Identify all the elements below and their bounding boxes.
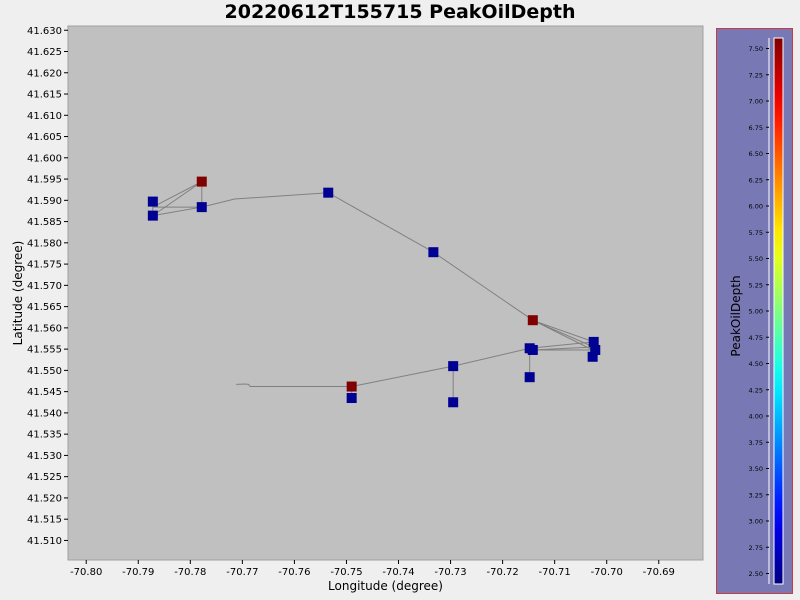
y-tick-label: 41.620 — [27, 68, 62, 79]
y-tick-label: 41.580 — [27, 238, 62, 249]
x-tick-label: -70.71 — [539, 567, 571, 578]
x-tick-label: -70.76 — [278, 567, 310, 578]
x-tick-label: -70.73 — [434, 567, 466, 578]
track-line — [152, 180, 594, 387]
y-tick-label: 41.530 — [27, 451, 62, 462]
chart-title: 20220612T155715 PeakOilDepth — [224, 1, 576, 23]
y-tick-label: 41.540 — [27, 408, 62, 419]
x-axis-label: Longitude (degree) — [328, 579, 443, 593]
data-point — [524, 372, 535, 383]
data-point — [346, 381, 357, 392]
data-point — [147, 196, 158, 207]
y-tick-label: 41.595 — [27, 175, 62, 186]
data-point — [527, 344, 538, 355]
y-tick-label: 41.605 — [27, 132, 62, 143]
data-point — [448, 397, 459, 408]
y-tick-label: 41.555 — [27, 345, 62, 356]
y-tick-label: 41.510 — [27, 536, 62, 547]
colorbar-label: PeakOilDepth — [729, 275, 743, 357]
y-tick-label: 41.525 — [27, 472, 62, 483]
x-tick-label: -70.77 — [226, 567, 258, 578]
y-tick-label: 41.560 — [27, 323, 62, 334]
data-point — [196, 176, 207, 187]
y-tick-label: 41.570 — [27, 281, 62, 292]
y-tick-label: 41.600 — [27, 153, 62, 164]
y-tick-label: 41.550 — [27, 366, 62, 377]
y-tick-label: 41.610 — [27, 111, 62, 122]
y-tick-label: 41.585 — [27, 217, 62, 228]
y-tick-label: 41.565 — [27, 302, 62, 313]
y-tick-label: 41.535 — [27, 430, 62, 441]
x-tick-label: -70.75 — [330, 567, 362, 578]
x-tick-label: -70.74 — [382, 567, 414, 578]
data-point — [346, 393, 357, 404]
x-tick-label: -70.80 — [70, 567, 102, 578]
y-tick-label: 41.590 — [27, 196, 62, 207]
x-tick-label: -70.78 — [174, 567, 206, 578]
y-tick-label: 41.630 — [27, 26, 62, 37]
data-point — [448, 361, 459, 372]
y-tick-label: 41.575 — [27, 260, 62, 271]
data-point — [428, 247, 439, 258]
colorbar-panel — [716, 28, 793, 594]
data-point — [147, 210, 158, 221]
y-tick-label: 41.625 — [27, 47, 62, 58]
x-tick-label: -70.79 — [122, 567, 154, 578]
data-point — [590, 344, 601, 355]
y-axis-label: Latitude (degree) — [11, 241, 25, 346]
y-tick-label: 41.545 — [27, 387, 62, 398]
data-point — [527, 315, 538, 326]
data-point — [588, 336, 599, 347]
x-tick-label: -70.72 — [486, 567, 518, 578]
plot-area — [67, 25, 704, 561]
y-tick-label: 41.615 — [27, 90, 62, 101]
data-point — [587, 351, 598, 362]
data-point — [323, 187, 334, 198]
x-tick-label: -70.70 — [591, 567, 623, 578]
y-tick-label: 41.515 — [27, 515, 62, 526]
x-tick-label: -70.69 — [643, 567, 675, 578]
data-point — [196, 202, 207, 213]
y-tick-label: 41.520 — [27, 493, 62, 504]
